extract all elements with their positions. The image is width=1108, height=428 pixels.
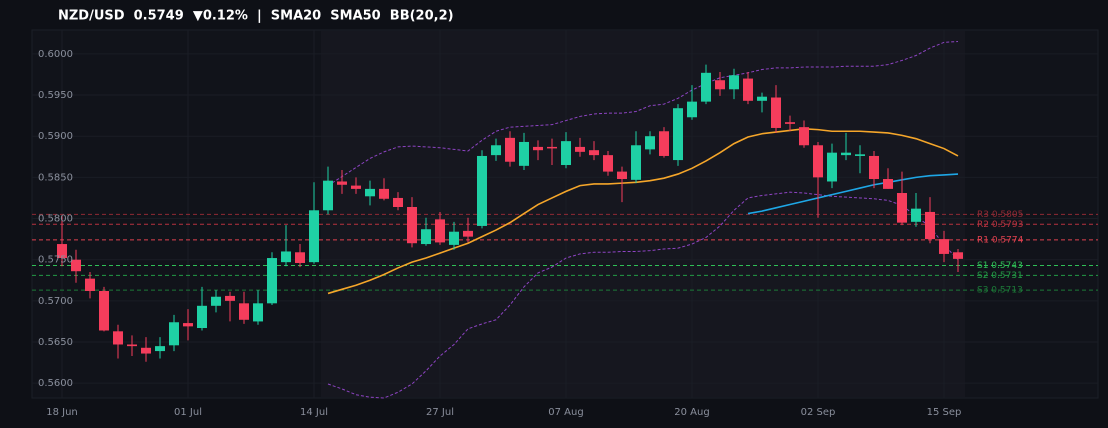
candle-body	[659, 131, 669, 156]
candle-body	[211, 296, 221, 306]
candle-body	[687, 101, 697, 118]
candle-body	[533, 146, 543, 151]
x-tick-label: 02 Sep	[801, 407, 836, 418]
x-tick-label: 27 Jul	[426, 407, 454, 418]
y-tick-label: 0.5600	[38, 378, 73, 389]
candle-body	[155, 346, 165, 352]
candle-body	[561, 141, 571, 166]
y-tick-label: 0.6000	[38, 49, 73, 60]
chart-title: NZD/USD 0.5749 ▼0.12% | SMA20 SMA50 BB(2…	[58, 9, 454, 24]
candle-body	[309, 210, 319, 263]
candle-body	[645, 136, 655, 150]
level-label: S2 0.5731	[977, 271, 1023, 281]
candle-body	[57, 244, 67, 259]
y-tick-label: 0.5850	[38, 172, 73, 183]
x-tick-label: 14 Jul	[300, 407, 328, 418]
candle-body	[253, 303, 263, 322]
candle-body	[575, 146, 585, 152]
candle-body	[463, 230, 473, 237]
candle-body	[799, 127, 809, 146]
candle-body	[715, 80, 725, 90]
candle-body	[351, 185, 361, 189]
level-label: R2 0.5793	[977, 220, 1023, 230]
candle-body	[925, 211, 935, 240]
y-tick-label: 0.5800	[38, 214, 73, 225]
indicator-line	[327, 191, 959, 399]
x-tick-label: 07 Aug	[548, 407, 583, 418]
candle-body	[379, 188, 389, 199]
candle-body	[519, 141, 529, 166]
y-tick-label: 0.5950	[38, 90, 73, 101]
candle-body	[603, 155, 613, 172]
indicator-line	[747, 173, 959, 215]
candle-body	[225, 295, 235, 301]
indicator-line	[327, 41, 959, 187]
y-tick-label: 0.5750	[38, 255, 73, 266]
candle-body	[477, 155, 487, 226]
level-label: S3 0.5713	[977, 286, 1023, 296]
level-label: R3 0.5805	[977, 210, 1023, 220]
candle-body	[141, 347, 151, 354]
candle-body	[435, 219, 445, 243]
candle-body	[295, 252, 305, 263]
candle-body	[813, 145, 823, 178]
candle-body	[785, 122, 795, 124]
candle-body	[855, 154, 865, 156]
candle-body	[267, 258, 277, 304]
x-tick-label: 01 Jul	[174, 407, 202, 418]
candle-body	[169, 322, 179, 346]
candle-body	[883, 179, 893, 189]
candle-body	[953, 252, 963, 259]
x-tick-label: 15 Sep	[927, 407, 962, 418]
candle-body	[393, 197, 403, 208]
candle-body	[589, 150, 599, 156]
candle-body	[449, 231, 459, 245]
candle-body	[71, 259, 81, 272]
candle-body	[841, 152, 851, 156]
candle-body	[869, 155, 879, 180]
candle-body	[407, 207, 417, 244]
candle-body	[757, 96, 767, 101]
level-label: S1 0.5743	[977, 261, 1023, 271]
candle-body	[771, 97, 781, 128]
y-tick-label: 0.5650	[38, 337, 73, 348]
candle-body	[99, 290, 109, 331]
candle-body	[617, 171, 627, 180]
candle-body	[323, 180, 333, 211]
candle-body	[281, 251, 291, 263]
candle-body	[743, 78, 753, 101]
level-label: R1 0.5774	[977, 235, 1024, 245]
candle-body	[939, 239, 949, 254]
candle-body	[897, 193, 907, 223]
candle-body	[113, 331, 123, 345]
candle-body	[911, 208, 921, 222]
candle-body	[505, 137, 515, 162]
candle-body	[239, 303, 249, 320]
candle-body	[701, 72, 711, 102]
candle-body	[729, 75, 739, 90]
candle-body	[365, 188, 375, 197]
candle-body	[491, 145, 501, 156]
y-tick-label: 0.5700	[38, 296, 73, 307]
indicator-line	[327, 127, 959, 295]
y-tick-label: 0.5900	[38, 131, 73, 142]
candle-body	[337, 181, 347, 185]
x-tick-label: 20 Aug	[674, 407, 709, 418]
candle-body	[631, 145, 641, 180]
candle-body	[673, 108, 683, 161]
candle-body	[127, 344, 137, 347]
candle-body	[827, 152, 837, 182]
candle-body	[85, 278, 95, 291]
x-tick-label: 18 Jun	[46, 407, 78, 418]
candle-body	[421, 229, 431, 245]
candle-body	[197, 305, 207, 329]
candle-body	[547, 146, 557, 149]
candle-body	[183, 323, 193, 327]
